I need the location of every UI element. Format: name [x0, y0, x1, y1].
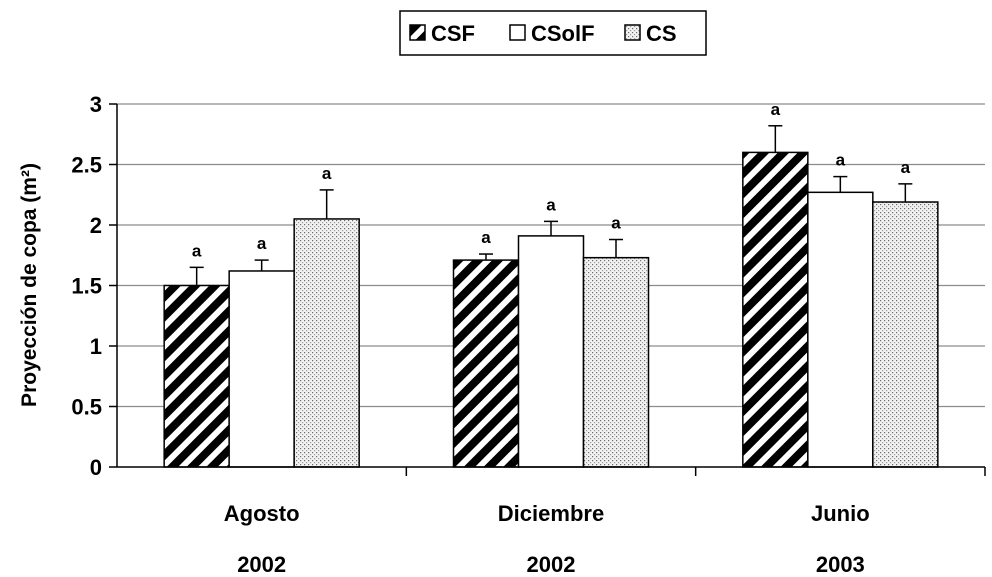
- bar: [517, 235, 585, 468]
- y-tick-label: 1: [90, 334, 102, 359]
- significance-label: a: [836, 151, 846, 170]
- x-tick-label-month: Junio: [811, 501, 870, 526]
- x-tick-label-year: 2002: [237, 552, 286, 577]
- significance-label: a: [257, 234, 267, 253]
- y-axis-label: Proyección de copa (m²): [18, 163, 41, 407]
- axes: [109, 103, 986, 476]
- bars: [163, 125, 939, 468]
- significance-label: a: [481, 228, 491, 247]
- x-tick-label-month: Agosto: [224, 501, 300, 526]
- x-tick-label-year: 2002: [527, 552, 576, 577]
- legend-swatch-csolf: [509, 24, 526, 41]
- y-tick-label: 2: [90, 213, 102, 238]
- y-tick-label: 0.5: [71, 395, 102, 420]
- bar: [163, 284, 230, 468]
- y-tick-label: 1.5: [71, 274, 102, 299]
- legend-label-csolf: CSolF: [531, 21, 595, 46]
- significance-label: a: [901, 158, 911, 177]
- significance-label: a: [611, 214, 621, 233]
- bar: [872, 201, 939, 468]
- bar: [293, 218, 360, 468]
- x-tick-label-month: Diciembre: [498, 501, 604, 526]
- legend: CSF CSolF CS: [399, 10, 707, 56]
- y-tick-label: 3: [90, 92, 102, 117]
- legend-swatch-csf: [409, 24, 426, 41]
- x-tick-label-year: 2003: [816, 552, 865, 577]
- significance-label: a: [192, 241, 202, 260]
- bar: [807, 191, 874, 468]
- legend-label-csf: CSF: [431, 21, 475, 46]
- y-tick-label: 0: [90, 455, 102, 480]
- bar: [452, 259, 520, 468]
- bar: [742, 151, 809, 468]
- axis-labels: 0 0.5 1 1.5 2 2.5 3 a a a Agosto 2002 a a a Diciembre 20…: [71, 92, 910, 577]
- legend-label-cs: CS: [646, 21, 677, 46]
- significance-label: a: [771, 100, 781, 119]
- legend-box: [399, 10, 707, 56]
- significance-label: a: [322, 164, 332, 183]
- bar: [582, 256, 650, 468]
- significance-label: a: [546, 195, 556, 214]
- y-tick-label: 2.5: [71, 153, 102, 178]
- legend-swatch-cs: [624, 24, 641, 41]
- bar: [228, 270, 295, 468]
